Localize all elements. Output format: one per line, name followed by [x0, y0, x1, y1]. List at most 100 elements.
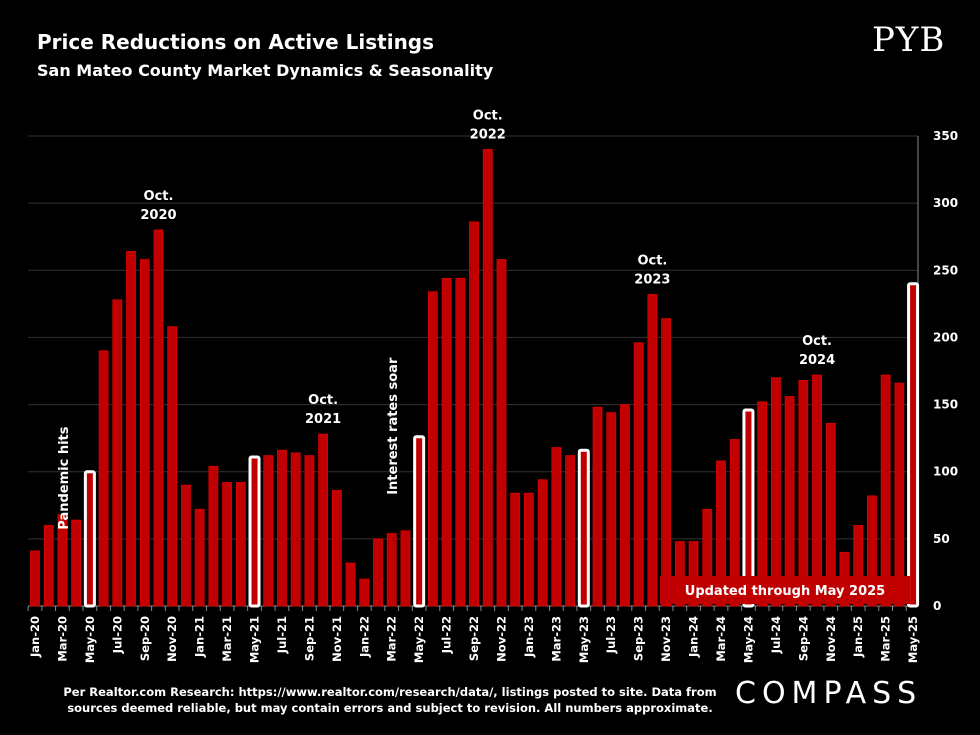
bar-Aug-23	[620, 404, 630, 607]
bar-Jan-21	[194, 508, 205, 607]
bar-Oct-22	[482, 149, 493, 607]
annotation-line-1: Oct.	[308, 393, 338, 408]
bar-Oct-23	[647, 294, 658, 607]
bar-Apr-22	[400, 530, 411, 607]
y-tick-label: 350	[933, 129, 958, 143]
bar-May-22	[413, 435, 426, 608]
annotation-line-2: 2021	[305, 412, 341, 427]
bar-Jul-23	[606, 412, 617, 607]
bar-Sep-23	[633, 342, 644, 607]
bar-Jul-22	[441, 277, 452, 607]
bar-Feb-21	[208, 465, 219, 607]
x-tick-label: May-20	[83, 616, 97, 663]
x-tick-label: Jan-20	[28, 616, 42, 658]
bar-Aug-21	[290, 452, 301, 607]
y-tick-label: 150	[933, 398, 958, 412]
bar-Nov-24	[825, 422, 836, 607]
bar-Jun-22	[427, 291, 438, 607]
bar-May-24	[742, 408, 755, 608]
bar-Nov-22	[496, 259, 507, 607]
x-tick-label: Jul-20	[110, 616, 124, 654]
update-badge-text: Updated through May 2025	[685, 584, 885, 599]
x-tick-label: Jul-21	[275, 616, 289, 654]
bar-Dec-22	[510, 492, 521, 607]
annotation-line-1: Oct.	[144, 189, 174, 204]
x-tick-label: May-24	[741, 616, 755, 663]
bar-Feb-23	[537, 479, 548, 607]
bar-Jan-20	[30, 550, 40, 607]
x-tick-label: Jan-22	[357, 616, 371, 658]
bar-Jan-25	[853, 525, 864, 607]
bar-Oct-21	[318, 433, 329, 607]
bar-Sep-24	[798, 379, 809, 607]
bar-Feb-20	[43, 525, 54, 607]
x-tick-label: Jul-23	[604, 616, 618, 654]
x-tick-label: May-25	[906, 616, 920, 663]
bar-Nov-21	[331, 490, 342, 607]
x-tick-label: Nov-24	[824, 616, 838, 662]
bar-Jun-21	[263, 455, 274, 607]
annotation-line-2: 2020	[140, 208, 176, 223]
bar-Nov-23	[661, 318, 672, 607]
bar-Mar-25	[880, 374, 891, 607]
bar-Apr-23	[565, 455, 575, 607]
bar-Dec-21	[345, 562, 356, 607]
bar-Apr-25	[894, 382, 905, 607]
pyb-logo: PYB	[872, 20, 946, 60]
y-tick-label: 0	[933, 599, 941, 613]
bar-Sep-21	[304, 455, 315, 607]
x-tick-label: Jan-21	[193, 616, 207, 658]
bar-Feb-24	[702, 508, 713, 607]
chart-subtitle: San Mateo County Market Dynamics & Seaso…	[37, 61, 494, 80]
bar-Jun-24	[757, 401, 768, 607]
bar-Mar-22	[386, 533, 397, 607]
x-tick-label: Mar-20	[55, 616, 69, 662]
event-note: Interest rates soar	[386, 357, 401, 495]
annotation-line-1: Oct.	[802, 334, 832, 349]
bar-Dec-20	[181, 484, 191, 607]
bar-Dec-23	[674, 541, 685, 607]
x-tick-label: May-23	[577, 616, 591, 663]
bar-Aug-22	[455, 277, 466, 607]
y-tick-label: 250	[933, 263, 958, 277]
bar-Jan-22	[359, 578, 370, 607]
bar-Sep-20	[139, 259, 150, 607]
x-tick-label: May-21	[248, 616, 262, 663]
bar-Apr-20	[71, 519, 82, 607]
bar-Nov-20	[167, 326, 178, 607]
x-tick-label: Jul-24	[769, 616, 783, 654]
x-tick-label: Sep-20	[138, 616, 152, 661]
y-tick-label: 300	[933, 196, 958, 210]
bar-Jul-21	[277, 449, 287, 607]
annotation-line-2: 2024	[799, 353, 835, 368]
annotation-line-1: Oct.	[473, 108, 503, 123]
bar-May-23	[577, 448, 590, 608]
update-badge	[660, 576, 910, 604]
x-tick-label: Nov-23	[659, 616, 673, 662]
x-tick-label: Sep-22	[467, 616, 481, 661]
bar-Aug-24	[784, 396, 795, 607]
bar-May-20	[83, 470, 96, 608]
bar-Sep-22	[469, 221, 479, 607]
x-tick-label: Jan-25	[851, 616, 865, 658]
bar-Jun-20	[98, 350, 109, 607]
source-note-line-1: Per Realtor.com Research: https://www.re…	[63, 685, 717, 699]
y-tick-label: 200	[933, 330, 958, 344]
bar-Feb-22	[373, 538, 383, 607]
bar-Mar-23	[551, 447, 562, 607]
bar-Apr-24	[729, 439, 740, 607]
bar-Aug-20	[126, 251, 136, 607]
compass-logo: COMPASS	[735, 676, 923, 711]
bar-Mar-24	[716, 460, 726, 607]
bar-Jul-24	[770, 377, 781, 607]
x-tick-label: Jan-23	[522, 616, 536, 658]
bar-Mar-20	[57, 514, 68, 607]
x-tick-label: Nov-21	[330, 616, 344, 662]
chart-title: Price Reductions on Active Listings	[37, 30, 435, 54]
bar-May-25	[907, 282, 920, 608]
x-tick-label: May-22	[412, 616, 426, 663]
y-tick-label: 100	[933, 465, 958, 479]
x-tick-label: Sep-21	[302, 616, 316, 661]
bar-May-21	[248, 455, 261, 608]
